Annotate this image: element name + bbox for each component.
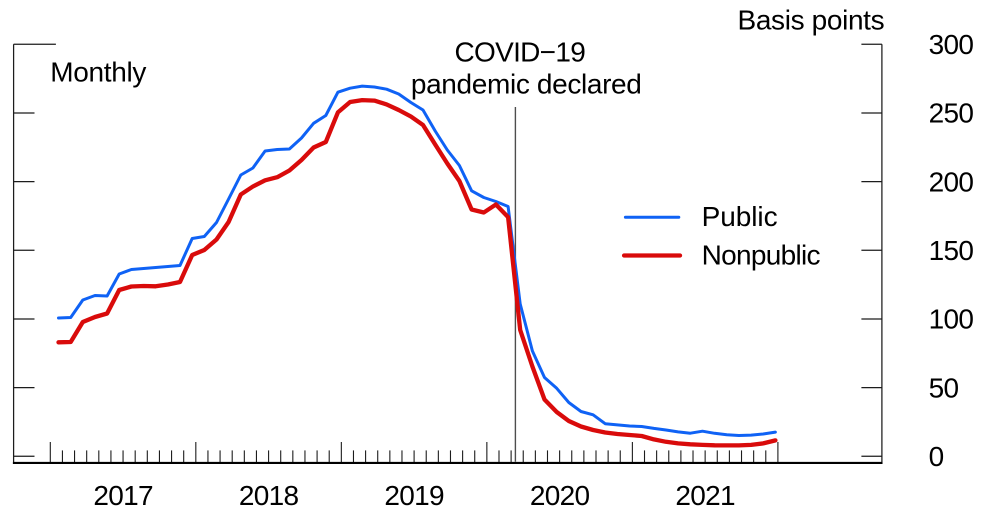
svg-text:Basis points: Basis points bbox=[738, 5, 885, 36]
svg-text:Monthly: Monthly bbox=[50, 57, 146, 88]
svg-text:2019: 2019 bbox=[384, 480, 444, 511]
svg-text:Nonpublic: Nonpublic bbox=[702, 239, 821, 270]
svg-text:pandemic declared: pandemic declared bbox=[411, 69, 642, 100]
svg-text:2018: 2018 bbox=[239, 480, 299, 511]
svg-text:2017: 2017 bbox=[93, 480, 153, 511]
svg-text:300: 300 bbox=[929, 29, 974, 60]
svg-text:0: 0 bbox=[929, 441, 944, 472]
svg-text:100: 100 bbox=[929, 304, 974, 335]
svg-text:Public: Public bbox=[702, 201, 778, 232]
svg-text:150: 150 bbox=[929, 235, 974, 266]
svg-text:COVID−19: COVID−19 bbox=[455, 36, 586, 67]
svg-text:250: 250 bbox=[929, 98, 974, 129]
svg-text:50: 50 bbox=[929, 372, 959, 403]
svg-text:2021: 2021 bbox=[675, 480, 735, 511]
svg-text:200: 200 bbox=[929, 166, 974, 197]
svg-text:2020: 2020 bbox=[530, 480, 590, 511]
